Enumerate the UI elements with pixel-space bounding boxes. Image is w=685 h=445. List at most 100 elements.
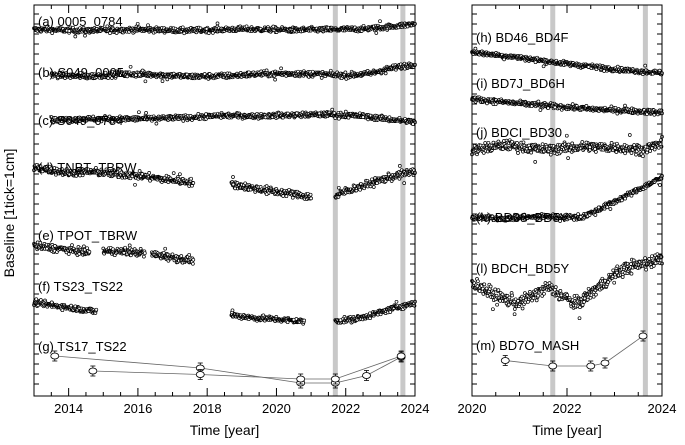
- data-point: [187, 252, 192, 257]
- data-point: [146, 23, 150, 28]
- data-point: [402, 181, 407, 185]
- data-point: [397, 164, 402, 168]
- data-point: [67, 29, 72, 33]
- campaign-point: [195, 371, 205, 378]
- x-tick-label: 2024: [648, 401, 677, 416]
- data-point: [34, 297, 39, 302]
- panel-label: (f) TS23_TS22: [38, 279, 123, 294]
- campaign-point: [396, 352, 406, 360]
- panel-label: (d) TNBT_TBRW: [38, 160, 137, 175]
- data-point: [50, 31, 55, 35]
- data-point: [147, 171, 152, 175]
- campaign-point: [88, 367, 98, 375]
- data-point: [125, 74, 130, 79]
- x-tick-label: 2020: [262, 401, 291, 416]
- data-point: [338, 318, 343, 323]
- panel-label: (g) TS17_TS22: [38, 339, 127, 354]
- x-tick-label: 2020: [458, 401, 487, 416]
- x-tick-label: 2016: [123, 401, 152, 416]
- data-point: [191, 257, 196, 262]
- data-point: [336, 185, 341, 190]
- data-point: [134, 73, 138, 77]
- data-point: [378, 19, 382, 24]
- series-f-ts23-ts22: [32, 297, 417, 326]
- series-i-bd7j-bd6h: [470, 95, 664, 117]
- data-point: [281, 194, 286, 198]
- data-point: [302, 318, 307, 323]
- data-point: [45, 246, 49, 251]
- data-point: [374, 31, 379, 35]
- x-tick-label: 2014: [54, 401, 83, 416]
- data-point: [264, 192, 269, 197]
- data-point: [133, 182, 137, 187]
- series-g-ts17-ts22: [50, 350, 406, 389]
- panel-label: (a) 0005_0784: [38, 14, 123, 29]
- data-point: [171, 171, 176, 175]
- data-point: [643, 63, 648, 68]
- series-a-0005-0784: [32, 19, 417, 39]
- data-point: [135, 21, 140, 26]
- event-line: [400, 5, 406, 396]
- data-point: [308, 192, 313, 197]
- data-point: [411, 122, 415, 127]
- campaign-line: [92, 355, 402, 380]
- data-point: [114, 31, 119, 35]
- data-point: [343, 109, 348, 114]
- data-point: [49, 300, 54, 305]
- campaign-line: [54, 355, 402, 384]
- data-point: [204, 27, 209, 31]
- panel-label: (c) S049_0784: [38, 113, 123, 128]
- data-point: [160, 79, 165, 83]
- data-point: [368, 311, 372, 316]
- data-point: [371, 185, 376, 189]
- data-point: [541, 64, 546, 69]
- campaign-point: [330, 375, 340, 383]
- x-tick-label: 2018: [193, 401, 222, 416]
- campaign-point: [296, 375, 306, 383]
- data-point: [108, 31, 112, 36]
- data-point: [244, 24, 249, 29]
- panel-label: (e) TPOT_TBRW: [38, 228, 138, 243]
- data-point: [383, 71, 388, 76]
- data-point: [231, 175, 235, 179]
- data-point: [310, 69, 315, 74]
- data-point: [271, 24, 276, 29]
- data-point: [533, 60, 538, 65]
- x-axis-label: Time [year]: [532, 422, 602, 438]
- data-point: [143, 79, 148, 84]
- data-point: [128, 64, 133, 69]
- data-point: [309, 196, 313, 201]
- y-axis-label: Baseline [1tick=1cm]: [1, 149, 17, 278]
- data-point: [83, 33, 87, 38]
- campaign-point: [362, 372, 371, 379]
- data-point: [73, 34, 78, 39]
- data-point: [94, 307, 99, 312]
- data-point: [231, 182, 236, 187]
- data-point: [189, 176, 193, 181]
- series-e-tpot-tbrw: [32, 240, 196, 266]
- data-point: [140, 68, 145, 73]
- data-point: [144, 111, 148, 115]
- data-point: [279, 66, 283, 71]
- data-point: [317, 111, 322, 116]
- data-point: [137, 72, 142, 77]
- data-point: [284, 194, 289, 199]
- data-point: [263, 115, 268, 120]
- event-line: [332, 5, 338, 396]
- data-point: [161, 250, 166, 255]
- data-point: [330, 107, 335, 112]
- data-point: [137, 110, 141, 115]
- data-point: [123, 245, 127, 250]
- panel-label: (h) BD46_BD4F: [476, 30, 569, 45]
- data-point: [343, 70, 348, 75]
- data-point: [82, 244, 86, 249]
- data-point: [154, 121, 159, 126]
- data-point: [142, 251, 147, 256]
- data-point: [204, 112, 208, 116]
- x-tick-label: 2024: [401, 401, 430, 416]
- data-point: [60, 308, 65, 313]
- x-tick-label: 2022: [553, 401, 582, 416]
